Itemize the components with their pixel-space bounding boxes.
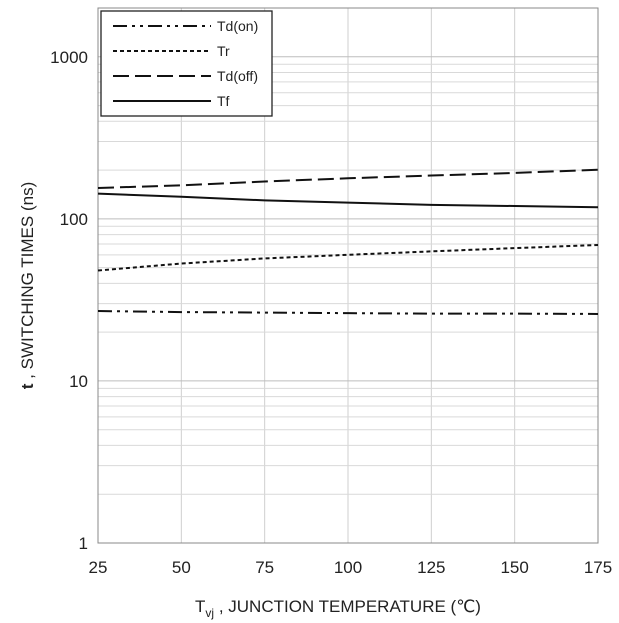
legend-label: Td(off) (217, 68, 258, 84)
y-tick-label: 100 (60, 210, 88, 229)
legend-label: Tr (217, 43, 230, 59)
y-tick-label: 1000 (50, 48, 88, 67)
series-line-3 (97, 168, 599, 190)
x-tick-label: 100 (334, 558, 362, 577)
y-axis-title: t , SWITCHING TIMES (ns) (18, 182, 37, 389)
legend-label: Tf (217, 93, 230, 109)
y-tick-label: 1 (79, 534, 88, 553)
y-axis-ticks: 1 10 100 1000 (50, 48, 88, 553)
series-layer (97, 168, 599, 315)
legend-label: Td(on) (217, 18, 258, 34)
y-axis-title-bold: t (18, 383, 37, 389)
x-tick-label: 50 (172, 558, 191, 577)
x-axis-ticks: 25 50 75 100 125 150 175 (89, 558, 613, 577)
y-axis-title-rest: , SWITCHING TIMES (ns) (18, 182, 37, 384)
x-tick-label: 150 (500, 558, 528, 577)
x-tick-label: 75 (255, 558, 274, 577)
series-line-4 (97, 192, 599, 209)
x-tick-label: 25 (89, 558, 108, 577)
x-tick-label: 175 (584, 558, 612, 577)
x-axis-title-main: T (195, 597, 205, 616)
legend: Td(on) Tr Td(off) Tf (100, 10, 273, 117)
series-line-1 (97, 310, 599, 315)
legend-box (100, 10, 273, 117)
y-tick-label: 10 (69, 372, 88, 391)
x-axis-title-rest: , JUNCTION TEMPERATURE (℃) (214, 597, 481, 616)
x-tick-label: 125 (417, 558, 445, 577)
x-axis-title-subscript: vj (205, 606, 214, 620)
grid (97, 7, 599, 544)
plot-area-border (97, 7, 599, 544)
x-axis-title: Tvj , JUNCTION TEMPERATURE (℃) (195, 597, 481, 620)
